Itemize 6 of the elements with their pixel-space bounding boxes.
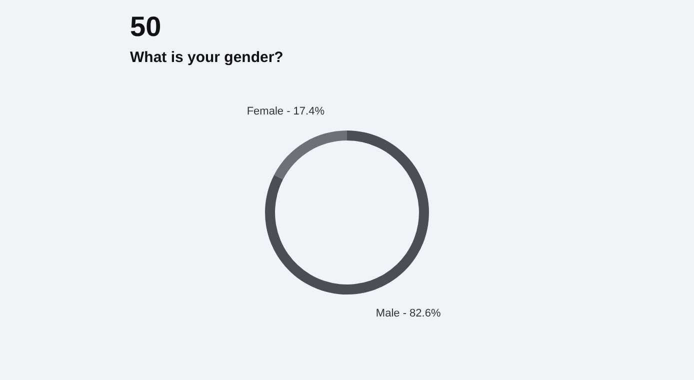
- slice-label: Male - 82.6%: [376, 307, 441, 320]
- chart-title: 50: [130, 11, 162, 42]
- donut-slice: [274, 130, 347, 180]
- chart-subtitle: What is your gender?: [130, 49, 284, 66]
- slice-label: Female - 17.4%: [246, 106, 325, 118]
- donut-slice: [265, 130, 429, 294]
